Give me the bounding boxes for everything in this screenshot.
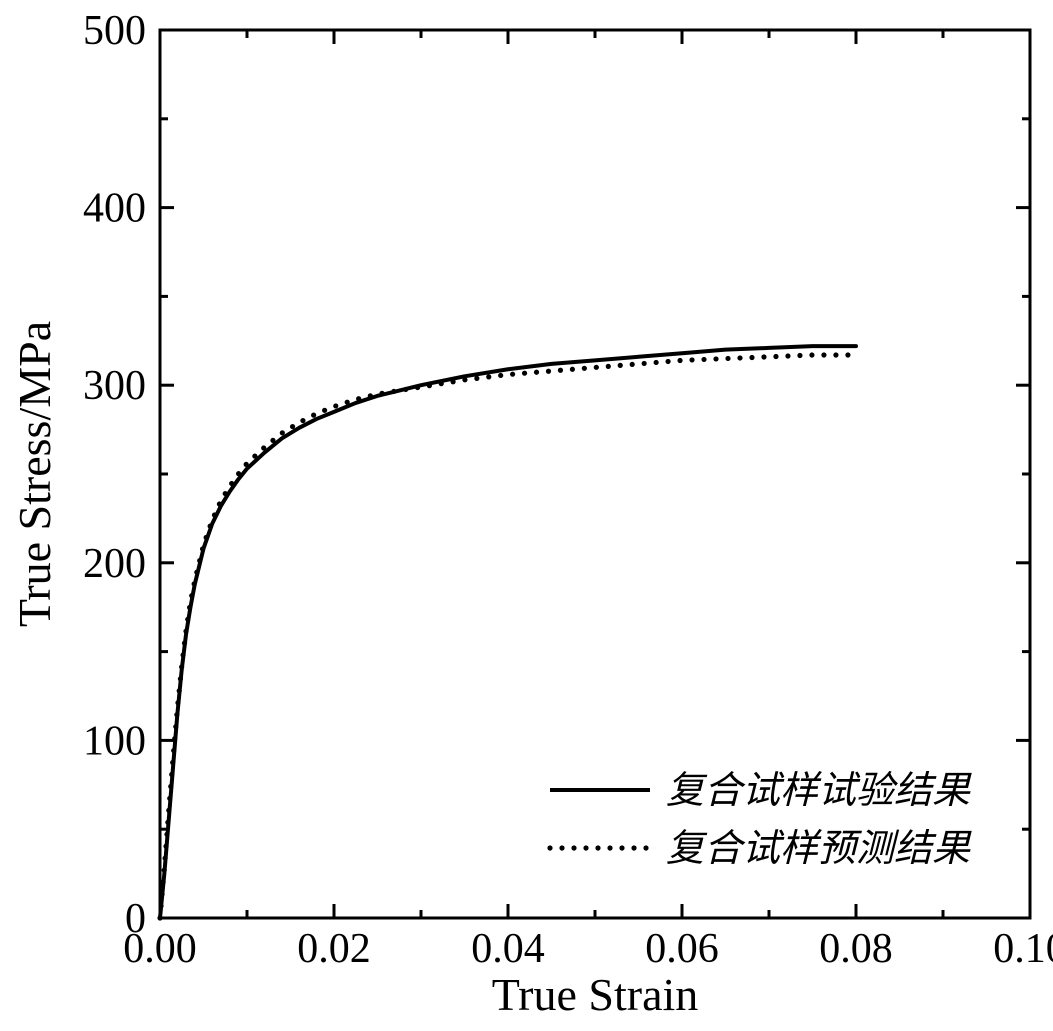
legend-label-prediction: 复合试样预测结果 [666, 828, 972, 870]
x-tick-label: 0.08 [819, 926, 893, 972]
legend-swatch-prediction [631, 845, 636, 850]
y-tick-label: 300 [83, 363, 146, 409]
x-axis-label: True Strain [492, 969, 699, 1020]
chart-svg: 0.000.020.040.060.080.100100200300400500… [0, 0, 1053, 1031]
y-axis-label: True Stress/MPa [9, 321, 60, 627]
x-tick-label: 0.06 [645, 926, 719, 972]
y-tick-label: 0 [125, 896, 146, 942]
x-tick-label: 0.04 [471, 926, 545, 972]
x-tick-label: 0.02 [297, 926, 371, 972]
legend-swatch-prediction [607, 845, 612, 850]
stress-strain-chart: 0.000.020.040.060.080.100100200300400500… [0, 0, 1053, 1031]
legend-swatch-prediction [619, 845, 624, 850]
legend-swatch-prediction [583, 845, 588, 850]
legend-label-experiment: 复合试样试验结果 [666, 770, 972, 812]
y-tick-label: 500 [83, 8, 146, 54]
legend-swatch-prediction [595, 845, 600, 850]
y-tick-label: 200 [83, 541, 146, 587]
x-tick-label: 0.10 [993, 926, 1053, 972]
legend-swatch-prediction [547, 845, 552, 850]
y-tick-label: 100 [83, 718, 146, 764]
y-tick-label: 400 [83, 186, 146, 232]
legend-swatch-prediction [571, 845, 576, 850]
legend-swatch-prediction [559, 845, 564, 850]
legend-swatch-prediction [643, 845, 648, 850]
